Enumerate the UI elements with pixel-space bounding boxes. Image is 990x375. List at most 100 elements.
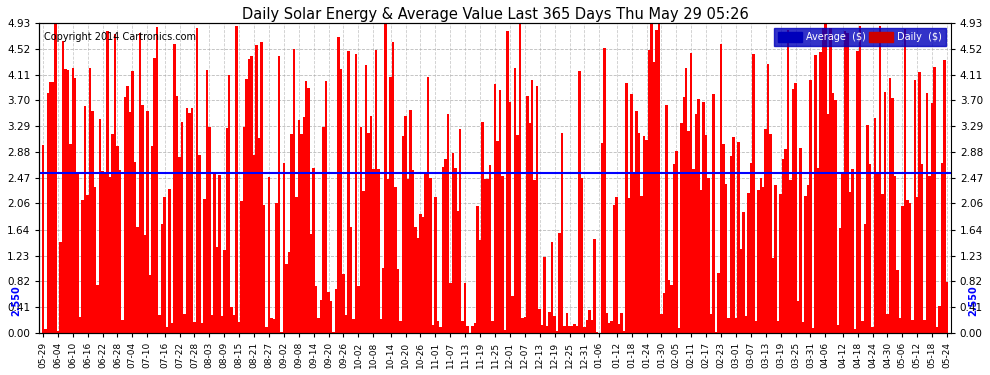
Bar <box>662 293 665 333</box>
Bar <box>442 167 445 333</box>
Bar <box>246 79 248 333</box>
Bar <box>536 86 539 333</box>
Bar <box>440 327 442 333</box>
Bar <box>129 112 131 333</box>
Bar <box>59 242 61 333</box>
Bar <box>742 211 744 333</box>
Bar <box>484 180 486 333</box>
Bar <box>682 98 685 333</box>
Bar <box>657 23 660 333</box>
Bar <box>359 127 362 333</box>
Bar <box>290 134 293 333</box>
Bar <box>56 331 59 333</box>
Bar <box>675 151 677 333</box>
Bar <box>802 322 804 333</box>
Bar <box>213 174 216 333</box>
Bar <box>940 163 943 333</box>
Bar <box>891 98 894 333</box>
Bar <box>576 327 578 333</box>
Bar <box>702 102 705 333</box>
Bar <box>330 300 333 333</box>
Bar <box>340 69 343 333</box>
Bar <box>643 135 645 333</box>
Bar <box>548 312 550 333</box>
Bar <box>474 323 476 333</box>
Bar <box>842 172 843 333</box>
Bar <box>921 164 924 333</box>
Bar <box>680 123 682 333</box>
Bar <box>566 314 568 333</box>
Bar <box>747 193 749 333</box>
Bar <box>851 169 854 333</box>
Bar <box>854 329 856 333</box>
Bar <box>725 184 728 333</box>
Text: Copyright 2014 Cartronics.com: Copyright 2014 Cartronics.com <box>44 32 196 42</box>
Bar <box>555 331 558 333</box>
Bar <box>545 326 548 333</box>
Bar <box>347 51 349 333</box>
Bar <box>819 52 822 333</box>
Bar <box>735 318 738 333</box>
Bar <box>655 30 657 333</box>
Bar <box>404 116 407 333</box>
Bar <box>593 239 596 333</box>
Bar <box>94 187 96 333</box>
Bar <box>568 326 571 333</box>
Bar <box>241 201 243 333</box>
Bar <box>501 176 504 333</box>
Bar <box>931 102 934 333</box>
Bar <box>178 158 181 333</box>
Bar <box>740 249 742 333</box>
Bar <box>476 206 479 333</box>
Bar <box>349 226 352 333</box>
Bar <box>298 120 300 333</box>
Bar <box>116 146 119 333</box>
Bar <box>641 196 643 333</box>
Bar <box>591 320 593 333</box>
Bar <box>61 41 64 333</box>
Bar <box>869 164 871 333</box>
Bar <box>906 200 909 333</box>
Bar <box>866 126 869 333</box>
Bar <box>374 50 377 333</box>
Bar <box>874 118 876 333</box>
Bar <box>486 179 489 333</box>
Bar <box>856 51 859 333</box>
Bar <box>260 42 262 333</box>
Bar <box>69 144 71 333</box>
Bar <box>817 168 819 333</box>
Bar <box>338 37 340 333</box>
Bar <box>272 319 275 333</box>
Bar <box>64 69 66 333</box>
Bar <box>886 314 889 333</box>
Bar <box>364 64 367 333</box>
Bar <box>233 315 236 333</box>
Bar <box>126 86 129 333</box>
Bar <box>257 138 260 333</box>
Bar <box>911 320 914 333</box>
Bar <box>606 313 608 333</box>
Bar <box>846 33 849 333</box>
Bar <box>45 329 47 333</box>
Bar <box>496 141 499 333</box>
Bar <box>672 164 675 333</box>
Bar <box>357 286 359 333</box>
Bar <box>943 60 945 333</box>
Bar <box>827 114 829 333</box>
Bar <box>394 187 397 333</box>
Bar <box>412 170 414 333</box>
Bar <box>267 177 270 333</box>
Bar <box>757 190 759 333</box>
Bar <box>723 144 725 333</box>
Bar <box>506 31 509 333</box>
Bar <box>265 327 267 333</box>
Bar <box>621 313 623 333</box>
Bar <box>516 135 519 333</box>
Bar <box>461 321 464 333</box>
Bar <box>211 315 213 333</box>
Bar <box>362 191 364 333</box>
Bar <box>822 28 824 333</box>
Bar <box>389 77 392 333</box>
Bar <box>660 314 662 333</box>
Bar <box>929 176 931 333</box>
